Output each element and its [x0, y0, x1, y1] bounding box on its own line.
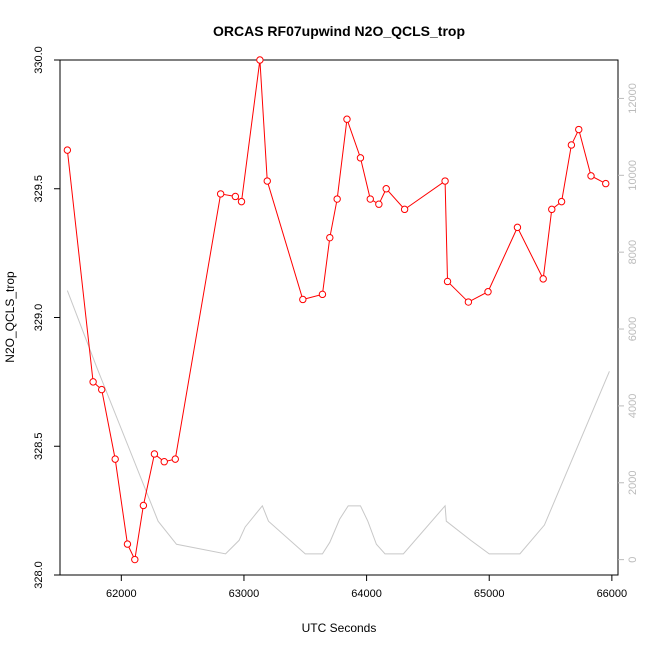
data-point	[443, 277, 452, 286]
data-point	[318, 290, 327, 299]
data-point	[557, 197, 566, 206]
data-point	[123, 540, 132, 548]
data-point	[160, 458, 168, 466]
data-point	[513, 223, 522, 232]
y2-axis: 0 2000 4000 6000 8000 10000 12000	[618, 83, 639, 563]
data-point	[131, 555, 139, 564]
x-axis-label: UTC Seconds	[302, 621, 377, 635]
x-tick-label: 63000	[229, 588, 260, 600]
y-tick-label: 329.0	[33, 304, 45, 332]
data-point	[256, 56, 264, 64]
x-tick-label: 62000	[106, 588, 137, 600]
data-point	[333, 195, 341, 203]
y2-tick-label: 6000	[627, 317, 639, 341]
data-point	[263, 177, 271, 185]
data-point	[231, 192, 240, 201]
x-axis: 62000 63000 64000 65000 66000	[106, 575, 627, 600]
y2-tick-label: 4000	[627, 394, 639, 418]
y2-tick-label: 8000	[627, 240, 639, 264]
y-axis: 328.0 328.5 329.0 329.5 330.0	[33, 46, 60, 589]
data-point	[548, 205, 556, 214]
data-point	[237, 197, 246, 206]
y-tick-label: 330.0	[33, 46, 45, 74]
x-tick-label: 65000	[474, 588, 505, 600]
data-point	[441, 177, 449, 185]
data-point	[356, 154, 365, 162]
y-tick-label: 329.5	[33, 175, 45, 203]
data-point	[484, 288, 492, 296]
y2-tick-label: 2000	[627, 471, 639, 495]
data-point	[575, 125, 583, 134]
data-point	[539, 275, 547, 283]
data-point	[111, 455, 119, 463]
data-point	[587, 172, 595, 180]
plot-frame	[59, 59, 619, 576]
data-point	[602, 179, 610, 188]
data-point	[343, 115, 351, 123]
data-point	[382, 185, 390, 193]
y2-tick-label: 10000	[627, 160, 639, 191]
data-point	[216, 190, 225, 198]
data-point	[150, 450, 159, 458]
data-point	[63, 146, 72, 154]
data-point	[366, 195, 374, 203]
data-point	[139, 501, 148, 510]
y-axis-label: N2O_QCLS_trop	[3, 271, 17, 363]
y-tick-label: 328.5	[33, 432, 45, 460]
x-tick-label: 64000	[351, 588, 382, 600]
chart-title: ORCAS RF07upwind N2O_QCLS_trop	[213, 23, 465, 39]
data-point	[567, 141, 576, 149]
data-point	[171, 455, 179, 463]
data-point	[299, 295, 307, 304]
series-layer	[63, 56, 610, 564]
data-point	[97, 385, 106, 394]
data-point	[375, 200, 383, 208]
altitude-line	[66, 290, 610, 555]
y-tick-label: 328.0	[33, 561, 45, 589]
x-tick-label: 66000	[597, 588, 628, 600]
y2-tick-label: 0	[627, 557, 639, 563]
data-point	[89, 378, 97, 386]
data-point	[464, 298, 473, 306]
n2o-line	[66, 59, 606, 562]
data-point	[400, 205, 409, 214]
y2-tick-label: 12000	[627, 83, 639, 114]
data-point	[326, 233, 334, 242]
